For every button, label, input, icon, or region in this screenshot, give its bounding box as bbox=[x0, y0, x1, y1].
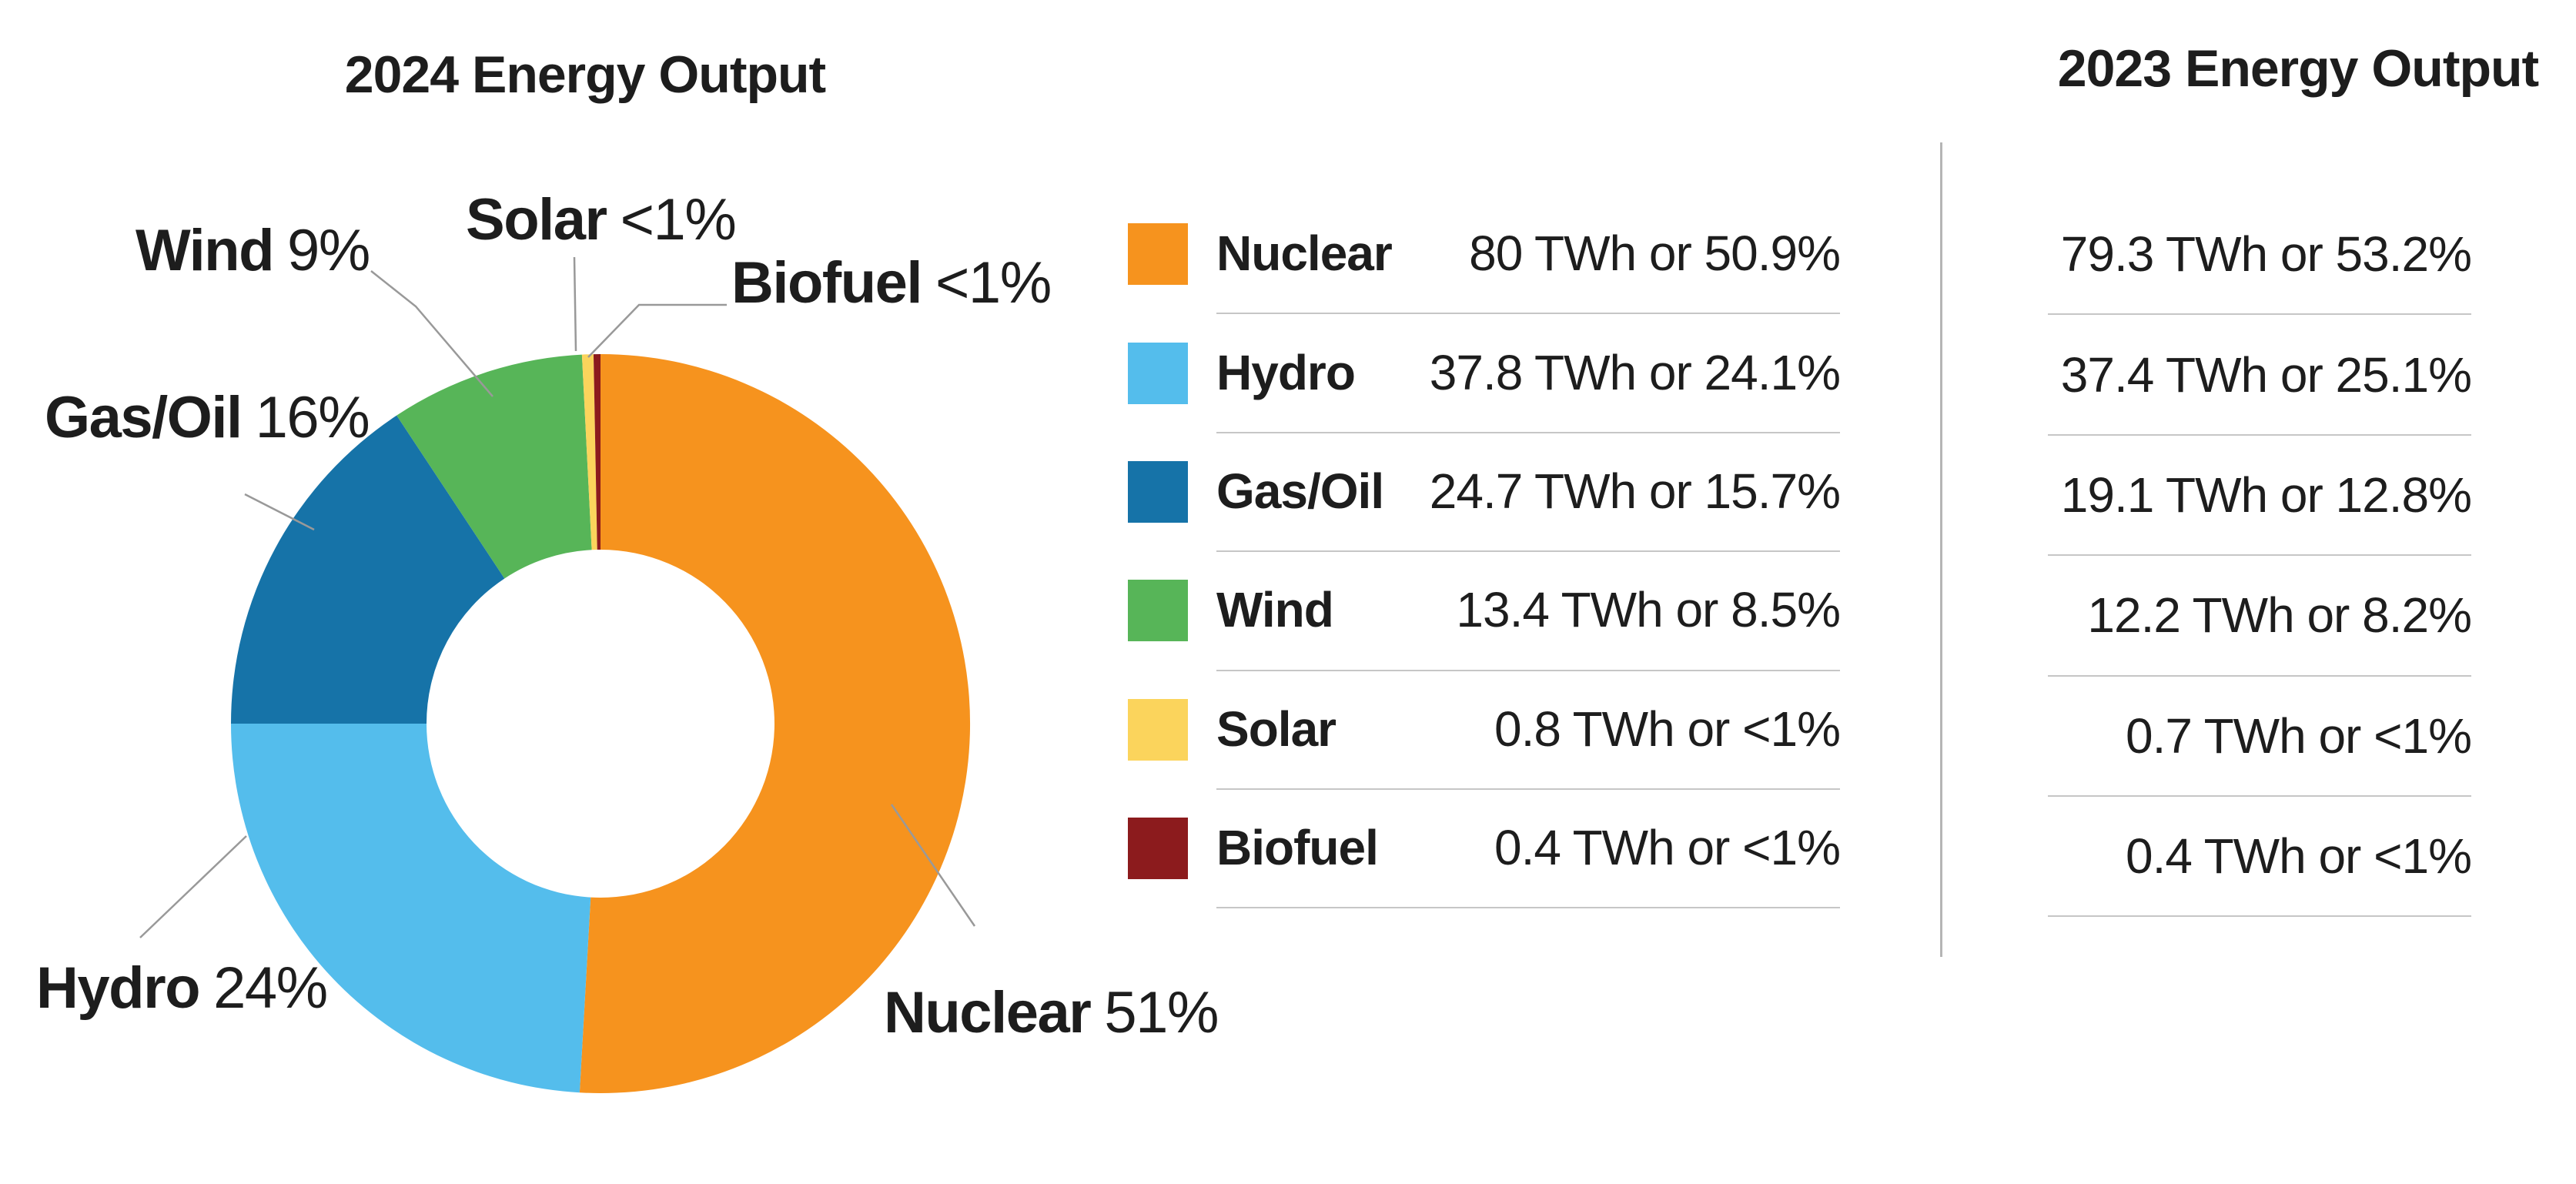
column-2023: 79.3 TWh or 53.2% 37.4 TWh or 25.1% 19.1… bbox=[2048, 195, 2472, 918]
legend-2024: Nuclear 80 TWh or 50.9% Hydro 37.8 TWh o… bbox=[1128, 194, 1841, 909]
legend-row-divider: Solar 0.8 TWh or <1% bbox=[1216, 670, 1841, 790]
legend-swatch-nuclear bbox=[1128, 223, 1188, 286]
callout-nuclear: Nuclear 51% bbox=[884, 984, 1219, 1042]
donut-slice-solar bbox=[581, 354, 597, 550]
comparison-row-wind: 12.2 TWh or 8.2% bbox=[2048, 556, 2472, 677]
callout-solar: Solar <1% bbox=[466, 191, 737, 249]
callout-solar-value: <1% bbox=[620, 187, 737, 253]
legend-row-solar: Solar 0.8 TWh or <1% bbox=[1128, 670, 1841, 790]
callout-hydro-label: Hydro bbox=[36, 955, 201, 1021]
callout-hydro-value: 24% bbox=[213, 955, 328, 1021]
legend-row-divider: Gas/Oil 24.7 TWh or 15.7% bbox=[1216, 432, 1841, 553]
leader-line-biofuel bbox=[587, 303, 727, 358]
callout-biofuel: Biofuel <1% bbox=[731, 254, 1052, 313]
leader-lines bbox=[139, 256, 976, 938]
legend-row-nuclear: Nuclear 80 TWh or 50.9% bbox=[1128, 194, 1841, 315]
legend-label-biofuel: Biofuel bbox=[1216, 820, 1379, 876]
title-2023: 2023 Energy Output bbox=[2057, 39, 2539, 98]
callout-biofuel-label: Biofuel bbox=[731, 250, 923, 316]
legend-value-gasoil: 24.7 TWh or 15.7% bbox=[1429, 463, 1841, 519]
donut-slices bbox=[231, 354, 971, 1094]
legend-label-hydro: Hydro bbox=[1216, 344, 1356, 400]
legend-value-wind: 13.4 TWh or 8.5% bbox=[1456, 582, 1841, 638]
callout-gasoil-label: Gas/Oil bbox=[45, 385, 243, 450]
comparison-value-wind: 12.2 TWh or 8.2% bbox=[2087, 587, 2472, 644]
legend-value-nuclear: 80 TWh or 50.9% bbox=[1469, 226, 1841, 282]
legend-row-divider: Biofuel 0.4 TWh or <1% bbox=[1216, 788, 1841, 909]
comparison-value-solar: 0.7 TWh or <1% bbox=[2125, 707, 2472, 764]
legend-swatch-wind bbox=[1128, 580, 1188, 642]
legend-value-biofuel: 0.4 TWh or <1% bbox=[1494, 820, 1841, 876]
donut-slice-biofuel bbox=[593, 354, 601, 550]
donut-slice-nuclear bbox=[579, 354, 971, 1094]
legend-swatch-solar bbox=[1128, 698, 1188, 761]
leader-line-nuclear bbox=[890, 804, 976, 927]
comparison-value-biofuel: 0.4 TWh or <1% bbox=[2125, 828, 2472, 885]
callout-wind: Wind 9% bbox=[135, 222, 370, 280]
legend-row-gasoil: Gas/Oil 24.7 TWh or 15.7% bbox=[1128, 432, 1841, 553]
callout-solar-label: Solar bbox=[466, 187, 607, 253]
callout-wind-label: Wind bbox=[135, 218, 275, 283]
legend-row-hydro: Hydro 37.8 TWh or 24.1% bbox=[1128, 313, 1841, 433]
donut-slice-gasoil bbox=[231, 415, 505, 724]
callout-gasoil: Gas/Oil 16% bbox=[45, 389, 370, 447]
leader-line-solar bbox=[573, 256, 577, 352]
leader-line-gasoil bbox=[244, 493, 315, 531]
legend-label-solar: Solar bbox=[1216, 701, 1337, 757]
legend-label-gasoil: Gas/Oil bbox=[1216, 463, 1384, 519]
callout-nuclear-label: Nuclear bbox=[884, 980, 1092, 1045]
legend-row-biofuel: Biofuel 0.4 TWh or <1% bbox=[1128, 788, 1841, 909]
legend-row-divider: Wind 13.4 TWh or 8.5% bbox=[1216, 550, 1841, 671]
legend-value-hydro: 37.8 TWh or 24.1% bbox=[1429, 344, 1841, 400]
legend-swatch-gasoil bbox=[1128, 460, 1188, 523]
column-divider bbox=[1940, 142, 1942, 957]
callout-nuclear-value: 51% bbox=[1104, 980, 1219, 1045]
legend-row-wind: Wind 13.4 TWh or 8.5% bbox=[1128, 550, 1841, 671]
legend-label-wind: Wind bbox=[1216, 582, 1334, 638]
callout-gasoil-value: 16% bbox=[255, 385, 370, 450]
comparison-row-biofuel: 0.4 TWh or <1% bbox=[2048, 797, 2472, 918]
legend-swatch-hydro bbox=[1128, 342, 1188, 404]
callout-wind-value: 9% bbox=[287, 218, 370, 283]
legend-label-nuclear: Nuclear bbox=[1216, 226, 1393, 282]
callout-biofuel-value: <1% bbox=[935, 250, 1052, 316]
comparison-row-gasoil: 19.1 TWh or 12.8% bbox=[2048, 436, 2472, 557]
callout-hydro: Hydro 24% bbox=[36, 959, 328, 1018]
leader-line-hydro bbox=[139, 835, 247, 938]
comparison-row-solar: 0.7 TWh or <1% bbox=[2048, 677, 2472, 797]
legend-row-divider: Nuclear 80 TWh or 50.9% bbox=[1216, 194, 1841, 315]
comparison-value-gasoil: 19.1 TWh or 12.8% bbox=[2060, 467, 2472, 523]
legend-swatch-biofuel bbox=[1128, 818, 1188, 880]
donut-slice-hydro bbox=[231, 724, 591, 1093]
legend-row-divider: Hydro 37.8 TWh or 24.1% bbox=[1216, 313, 1841, 433]
leader-line-wind bbox=[370, 270, 493, 397]
legend-value-solar: 0.8 TWh or <1% bbox=[1494, 701, 1841, 757]
donut-slice-wind bbox=[396, 354, 592, 579]
title-2024: 2024 Energy Output bbox=[344, 45, 826, 104]
comparison-row-hydro: 37.4 TWh or 25.1% bbox=[2048, 315, 2472, 436]
comparison-value-hydro: 37.4 TWh or 25.1% bbox=[2060, 346, 2472, 403]
comparison-row-nuclear: 79.3 TWh or 53.2% bbox=[2048, 195, 2472, 316]
comparison-value-nuclear: 79.3 TWh or 53.2% bbox=[2060, 226, 2472, 283]
